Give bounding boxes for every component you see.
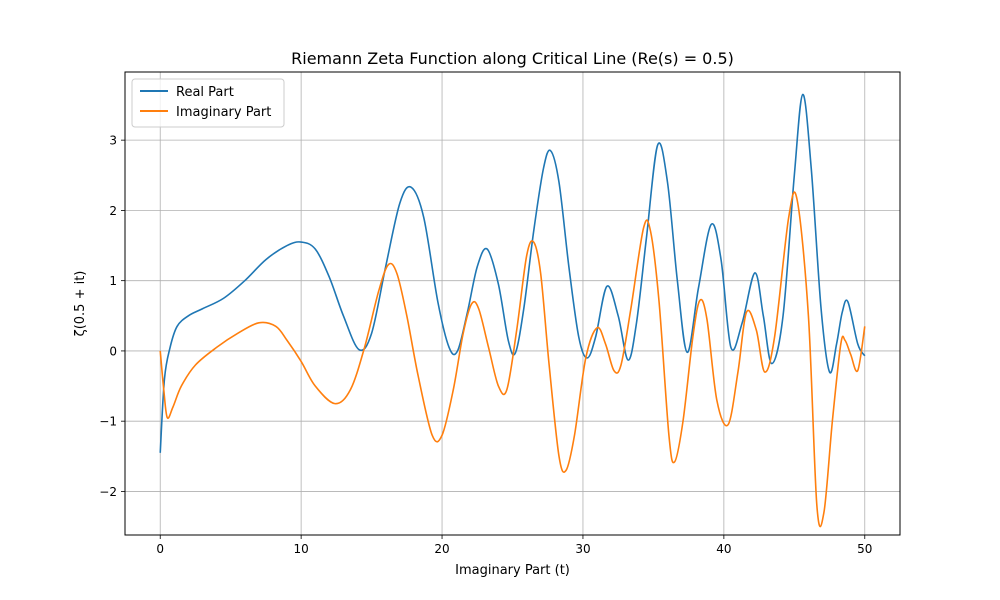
y-tick-label: 0 (109, 344, 117, 358)
y-tick-label: 2 (109, 204, 117, 218)
series-lines (159, 93, 866, 528)
y-tick-label: 1 (109, 274, 117, 288)
x-tick-label: 0 (156, 542, 164, 556)
chart-title: Riemann Zeta Function along Critical Lin… (291, 49, 734, 68)
x-tick-label: 20 (434, 542, 449, 556)
y-axis-label: ζ(0.5 + it) (73, 271, 88, 337)
legend-label-imaginary: Imaginary Part (176, 105, 271, 120)
x-tick-label: 10 (293, 542, 308, 556)
y-tick-label: −1 (99, 415, 117, 429)
grid (125, 72, 900, 535)
y-tick-label: 3 (109, 134, 117, 148)
x-axis-label: Imaginary Part (t) (455, 563, 570, 578)
legend-box (131, 78, 285, 128)
legend: Real Part Imaginary Part (131, 78, 285, 128)
legend-label-real: Real Part (176, 85, 234, 100)
plot-area (125, 72, 900, 535)
x-tick-label: 40 (716, 542, 731, 556)
x-tick-label: 30 (575, 542, 590, 556)
imaginary-part-line (159, 191, 866, 528)
x-tick-label: 50 (857, 542, 872, 556)
plot-frame (124, 71, 901, 536)
axis-ticks: 0 10 20 30 40 50 −2 −1 0 1 2 3 (99, 134, 872, 556)
y-tick-label: −2 (99, 485, 117, 499)
real-part-line (159, 93, 866, 453)
